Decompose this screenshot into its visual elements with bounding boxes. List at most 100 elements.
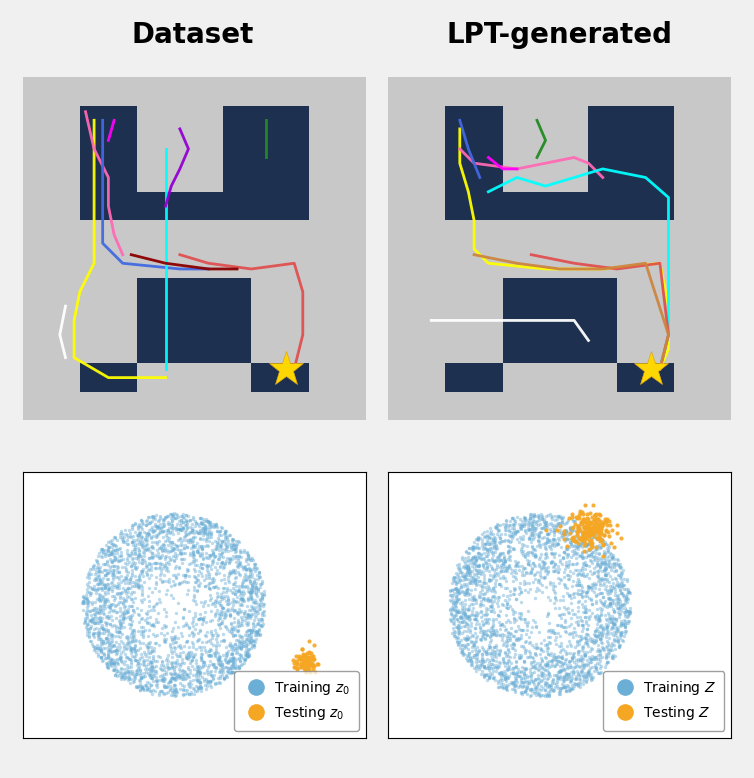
Point xyxy=(139,534,152,547)
Point xyxy=(167,671,179,684)
Point xyxy=(126,580,138,593)
Point xyxy=(486,562,498,575)
Point xyxy=(124,667,136,679)
Point xyxy=(569,534,581,547)
Point xyxy=(242,608,254,621)
Point xyxy=(541,531,553,544)
Point xyxy=(237,592,249,605)
Point xyxy=(179,636,192,648)
Point xyxy=(460,577,472,590)
Point xyxy=(129,548,141,560)
Point xyxy=(578,528,590,541)
Point xyxy=(119,671,131,684)
Point xyxy=(584,656,596,668)
Point xyxy=(574,661,586,673)
Point xyxy=(171,543,183,555)
Point xyxy=(459,573,471,585)
Point xyxy=(241,593,253,605)
Point xyxy=(302,647,314,659)
Point xyxy=(596,534,608,546)
Point xyxy=(195,661,207,674)
Point xyxy=(467,636,480,649)
Point xyxy=(461,633,474,645)
Point xyxy=(558,675,570,688)
Point xyxy=(222,649,234,661)
Point xyxy=(194,680,206,692)
Point xyxy=(541,677,553,689)
Point xyxy=(167,622,179,634)
Point xyxy=(87,560,100,573)
Point xyxy=(573,510,585,522)
Point xyxy=(446,609,458,622)
Point xyxy=(215,548,227,560)
Point xyxy=(486,662,498,675)
Point xyxy=(129,541,141,553)
Point xyxy=(515,685,527,698)
Point xyxy=(155,685,167,697)
Point xyxy=(612,602,624,615)
Point xyxy=(154,596,166,608)
Point xyxy=(122,605,134,618)
Point xyxy=(583,572,595,584)
Point xyxy=(525,530,537,542)
Point xyxy=(486,582,498,594)
Point xyxy=(118,608,130,620)
Point xyxy=(495,564,507,576)
Point xyxy=(215,520,227,533)
Point xyxy=(228,596,241,608)
Point xyxy=(544,679,556,692)
Point xyxy=(518,676,530,689)
Point xyxy=(482,603,494,615)
Point xyxy=(101,563,113,576)
Point xyxy=(205,668,217,681)
Point xyxy=(477,654,489,667)
Bar xyxy=(417,106,703,392)
Point xyxy=(304,658,316,671)
Point xyxy=(213,639,225,651)
Point xyxy=(107,543,119,555)
Point xyxy=(126,668,138,681)
Point xyxy=(101,657,113,670)
Point xyxy=(178,602,190,615)
Point xyxy=(103,626,115,639)
Point xyxy=(579,563,591,576)
Point xyxy=(477,587,489,600)
Point xyxy=(491,659,503,671)
Point xyxy=(207,521,219,534)
Point xyxy=(499,667,511,679)
Point xyxy=(603,616,615,629)
Point xyxy=(222,625,234,637)
Point xyxy=(608,565,620,577)
Point xyxy=(146,659,158,671)
Point xyxy=(487,534,499,546)
Point xyxy=(298,650,310,662)
Point xyxy=(500,575,512,587)
Point xyxy=(219,543,231,555)
Point xyxy=(115,587,127,599)
Point xyxy=(543,527,555,539)
Point xyxy=(128,624,140,636)
Point xyxy=(564,658,576,671)
Point xyxy=(135,520,147,533)
Point xyxy=(463,562,475,575)
Point xyxy=(582,521,594,534)
Point xyxy=(86,581,98,594)
Point xyxy=(92,633,104,646)
Point xyxy=(575,615,587,627)
Point xyxy=(221,540,233,552)
Point xyxy=(234,555,246,568)
Point xyxy=(108,645,120,657)
Point xyxy=(472,565,484,577)
Point xyxy=(182,663,194,675)
Point xyxy=(124,550,136,562)
Point xyxy=(585,517,597,529)
Point xyxy=(108,639,120,651)
Point xyxy=(219,619,231,632)
Point xyxy=(100,558,112,570)
Point xyxy=(246,570,258,583)
Point xyxy=(253,603,265,615)
Point xyxy=(170,682,182,694)
Point xyxy=(469,622,481,634)
Point xyxy=(612,559,624,571)
Point xyxy=(535,679,547,692)
